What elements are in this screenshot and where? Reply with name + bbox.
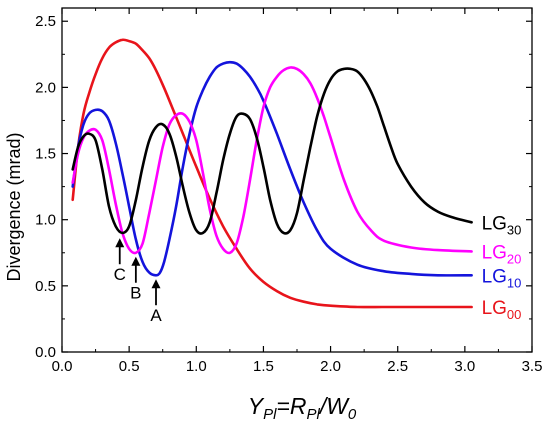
point-annotations: ABC: [114, 238, 162, 325]
annotation-arrowhead-a: [151, 279, 161, 289]
series-line-lg30: [71, 67, 473, 235]
x-tick-label: 1.5: [253, 358, 274, 375]
series-label-lg10: LG10: [482, 266, 522, 290]
x-tick-label: 3.5: [522, 358, 543, 375]
series-label-lg30: LG30: [482, 213, 522, 237]
x-axis-title: YPl=RPl/W0: [248, 393, 357, 423]
series-label-lg00: LG00: [482, 298, 522, 322]
y-tick-label: 0.0: [35, 344, 56, 361]
series-label-lg20: LG20: [482, 242, 522, 266]
annotation-label-c: C: [114, 265, 126, 284]
series-line-lg10: [71, 60, 473, 277]
series-line-lg20: [71, 66, 473, 255]
x-tick-label: 3.0: [454, 358, 475, 375]
x-title-slash: /W: [318, 393, 350, 419]
annotation-arrowhead-c: [115, 238, 125, 248]
x-tick-label: 0.5: [119, 358, 140, 375]
x-title-y-sub: Pl: [263, 406, 277, 423]
x-title-r-sub: Pl: [306, 406, 320, 423]
x-title-eq: =R: [276, 393, 306, 419]
x-tick-label: 2.0: [320, 358, 341, 375]
series-line-lg00: [71, 38, 473, 309]
y-tick-label: 2.5: [35, 13, 56, 30]
axis-ticks: [61, 8, 533, 353]
x-tick-label: 0.0: [52, 358, 73, 375]
y-tick-label: 1.5: [35, 146, 56, 163]
tick-labels: 0.0 0.5 1.0 1.5 2.0 2.5 3.0 3.5 0.0 0.5 1.0 1.5 2.0 2…: [35, 13, 542, 375]
x-tick-label: 1.0: [186, 358, 207, 375]
annotation-arrowhead-b: [131, 256, 141, 266]
x-title-w-sub: 0: [348, 406, 357, 423]
series-lines: [71, 38, 473, 309]
x-tick-label: 2.5: [387, 358, 408, 375]
annotation-label-b: B: [130, 284, 141, 303]
y-tick-label: 1.0: [35, 212, 56, 229]
y-tick-label: 2.0: [35, 79, 56, 96]
annotation-label-a: A: [150, 306, 162, 325]
y-axis-title: Divergence (mrad): [4, 132, 24, 281]
y-tick-label: 0.5: [35, 278, 56, 295]
x-title-y: Y: [248, 393, 265, 419]
